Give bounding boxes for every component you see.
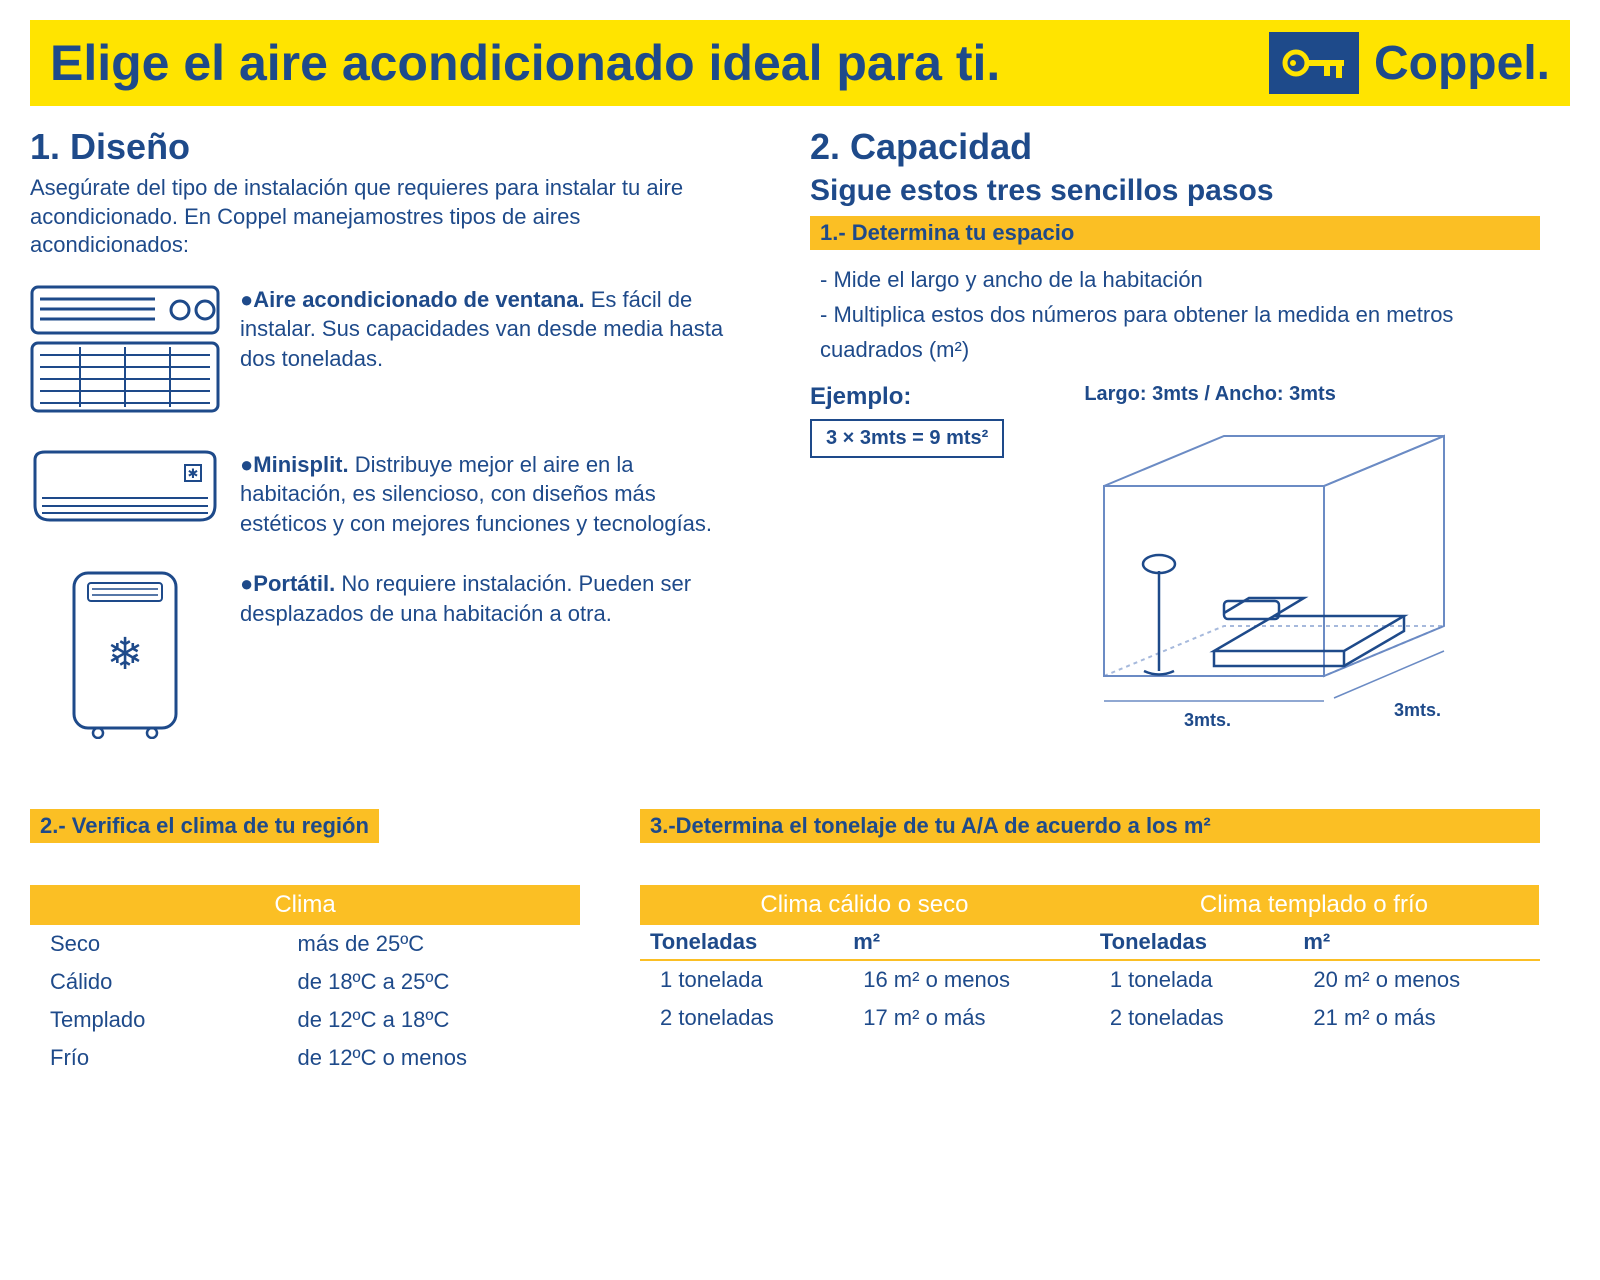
tonnage-table: Clima cálido o seco Clima templado o frí… <box>640 885 1540 1037</box>
section-diseno: 1. Diseño Asegúrate del tipo de instalac… <box>30 126 730 769</box>
svg-text:❄: ❄ <box>107 630 144 679</box>
svg-text:✱: ✱ <box>188 466 199 481</box>
section-step3: 3.-Determina el tonelaje de tu A/A de ac… <box>640 809 1540 1077</box>
step2-bar: 2.- Verifica el clima de tu región <box>30 809 379 843</box>
ac-item-window: ●Aire acondicionado de ventana. Es fácil… <box>30 285 730 420</box>
header-bar: Elige el aire acondicionado ideal para t… <box>30 20 1570 106</box>
example-dims: Largo: 3mts / Ancho: 3mts <box>1084 383 1540 406</box>
example-calc: 3 × 3mts = 9 mts² <box>810 419 1004 458</box>
window-ac-icon <box>30 285 220 420</box>
page-title: Elige el aire acondicionado ideal para t… <box>50 34 1269 92</box>
brand-name: Coppel. <box>1374 36 1550 91</box>
subheading-capacidad: Sigue estos tres sencillos pasos <box>810 174 1540 208</box>
section-step2: 2.- Verifica el clima de tu región Clima… <box>30 809 580 1077</box>
room-diagram-icon: 3mts. 3mts. <box>1044 416 1540 761</box>
step1-bar: 1.- Determina tu espacio <box>810 216 1540 250</box>
logo-key-icon <box>1269 32 1359 94</box>
ac-text-portable: ●Portátil. No requiere instalación. Pued… <box>240 569 730 628</box>
minisplit-icon: ✱ <box>30 450 220 535</box>
portable-ac-icon: ❄ <box>30 569 220 739</box>
room-dim-right: 3mts. <box>1394 700 1441 720</box>
section-capacidad: 2. Capacidad Sigue estos tres sencillos … <box>810 126 1540 769</box>
climate-table: Clima Secomás de 25ºC Cálidode 18ºC a 25… <box>30 885 580 1077</box>
heading-capacidad: 2. Capacidad <box>810 126 1540 168</box>
ac-item-portable: ❄ ●Portátil. No requiere instalación. Pu… <box>30 569 730 739</box>
example-label: Ejemplo: <box>810 383 1004 411</box>
heading-diseno: 1. Diseño <box>30 126 730 168</box>
step1-body: - Mide el largo y ancho de la habitación… <box>820 262 1540 368</box>
room-dim-left: 3mts. <box>1184 710 1231 730</box>
step3-bar: 3.-Determina el tonelaje de tu A/A de ac… <box>640 809 1540 843</box>
intro-diseno: Asegúrate del tipo de instalación que re… <box>30 174 730 260</box>
ac-text-window: ●Aire acondicionado de ventana. Es fácil… <box>240 285 730 374</box>
ac-item-minisplit: ✱ ●Minisplit. Distribuye mejor el aire e… <box>30 450 730 539</box>
ac-text-minisplit: ●Minisplit. Distribuye mejor el aire en … <box>240 450 730 539</box>
